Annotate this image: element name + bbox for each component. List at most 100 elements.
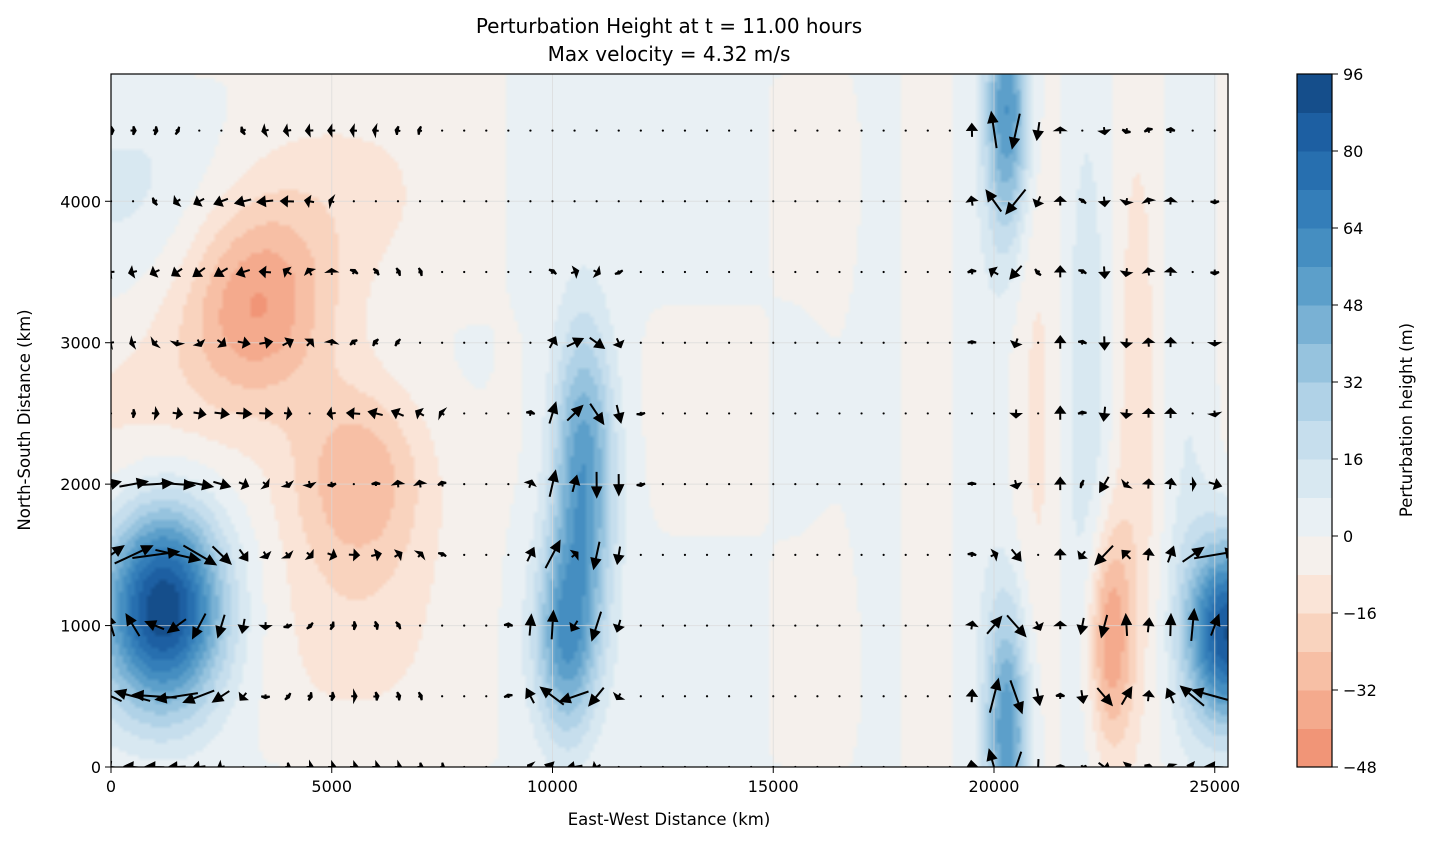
velocity-vector	[193, 407, 207, 420]
velocity-vector	[1179, 685, 1205, 707]
velocity-vector	[1141, 478, 1156, 489]
velocity-vector	[463, 624, 466, 627]
velocity-vector	[882, 270, 885, 274]
velocity-vector	[772, 483, 775, 486]
velocity-vector	[794, 341, 797, 344]
velocity-vector	[750, 200, 753, 203]
velocity-vector	[507, 341, 510, 344]
velocity-vector	[705, 129, 709, 132]
velocity-vector	[352, 200, 355, 203]
velocity-vector	[1206, 339, 1223, 347]
velocity-vector	[1191, 412, 1194, 415]
velocity-vector	[213, 478, 232, 490]
velocity-vector	[371, 122, 379, 139]
velocity-vector	[1008, 113, 1021, 150]
velocity-vector	[235, 266, 251, 278]
colorbar-band	[1297, 74, 1332, 113]
velocity-vector	[503, 693, 513, 699]
velocity-vector	[1210, 269, 1220, 276]
velocity-vector	[926, 624, 929, 627]
velocity-vector	[131, 408, 137, 419]
velocity-vector	[948, 695, 951, 698]
velocity-vector	[904, 483, 907, 486]
velocity-vector	[705, 553, 709, 556]
velocity-vector	[150, 336, 161, 349]
velocity-vector	[191, 613, 207, 640]
velocity-vector	[612, 691, 626, 701]
velocity-vector	[816, 553, 819, 556]
velocity-vector	[507, 483, 510, 486]
velocity-vector	[569, 549, 579, 561]
velocity-vector	[1163, 407, 1178, 419]
colorbar-tick-label: 80	[1343, 142, 1363, 161]
velocity-vector	[238, 477, 250, 490]
velocity-vector	[1142, 617, 1155, 633]
velocity-vector	[349, 339, 358, 346]
velocity-vector	[661, 553, 664, 556]
velocity-vector	[437, 552, 447, 558]
colorbar-band	[1297, 189, 1332, 229]
velocity-vector	[259, 407, 274, 420]
chart-title: Perturbation Height at t = 11.00 hours	[476, 14, 862, 38]
velocity-vector	[728, 200, 731, 203]
velocity-vector	[882, 412, 885, 415]
velocity-vector	[1053, 620, 1068, 630]
velocity-vector	[326, 406, 336, 421]
velocity-vector	[617, 200, 620, 203]
velocity-vector	[236, 407, 253, 420]
velocity-vector	[967, 268, 977, 275]
velocity-vector	[590, 471, 603, 499]
velocity-vector	[1031, 621, 1044, 631]
colorbar-band	[1297, 728, 1332, 768]
velocity-vector	[211, 690, 230, 703]
velocity-vector	[260, 694, 271, 700]
velocity-vector	[1032, 195, 1045, 208]
velocity-vector	[524, 613, 537, 636]
colorbar-ticks: −48 −32 −16 0 16 32 48 64 80 96	[1332, 65, 1377, 777]
velocity-vector	[592, 265, 601, 279]
y-tick-label: 4000	[60, 192, 101, 211]
velocity-vector	[261, 123, 269, 138]
velocity-vector	[705, 483, 709, 486]
velocity-vector	[279, 195, 294, 208]
velocity-vector	[1121, 478, 1133, 489]
grid	[111, 74, 1228, 767]
velocity-vector	[1015, 751, 1023, 767]
velocity-vector	[463, 270, 466, 274]
velocity-vector	[395, 621, 402, 630]
velocity-vector	[507, 270, 510, 274]
x-tick-label: 20000	[969, 777, 1020, 796]
velocity-vector	[639, 341, 642, 344]
velocity-vector	[1005, 188, 1027, 215]
velocity-vector	[307, 692, 313, 702]
velocity-vector	[395, 267, 401, 277]
velocity-vector	[211, 545, 232, 565]
velocity-vector	[485, 553, 488, 556]
velocity-vector	[794, 412, 797, 415]
velocity-vector	[329, 691, 336, 702]
velocity-vector	[1164, 477, 1177, 490]
velocity-vector	[529, 341, 532, 344]
velocity-vector	[558, 690, 589, 704]
velocity-vector	[349, 760, 359, 767]
velocity-vector	[926, 200, 929, 203]
velocity-vector	[816, 412, 819, 415]
velocity-vector	[1053, 265, 1067, 278]
velocity-vector	[988, 266, 999, 278]
colorbar-band	[1297, 497, 1332, 537]
velocity-vector	[1052, 126, 1068, 134]
velocity-vector	[683, 412, 687, 415]
velocity-vector	[440, 762, 446, 767]
velocity-vector	[1009, 680, 1024, 715]
velocity-vector	[259, 336, 274, 349]
velocity-vector	[284, 692, 292, 701]
velocity-vector	[529, 129, 532, 132]
velocity-vector	[990, 548, 999, 562]
velocity-vector	[418, 624, 422, 627]
velocity-vector	[566, 337, 585, 349]
velocity-vector	[548, 268, 558, 275]
velocity-vector	[794, 483, 797, 486]
velocity-vector	[525, 687, 536, 704]
velocity-vector	[948, 270, 951, 274]
velocity-vector	[1141, 267, 1156, 276]
